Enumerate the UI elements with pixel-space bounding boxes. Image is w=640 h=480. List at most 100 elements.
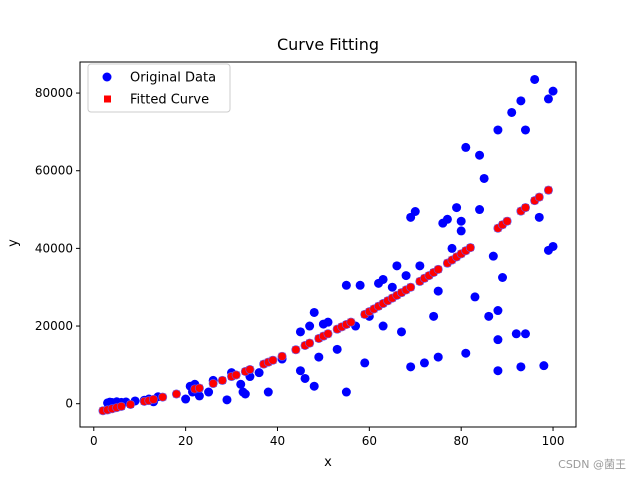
original-data-point xyxy=(520,125,530,135)
original-data-point xyxy=(305,321,315,331)
x-tick-label: 100 xyxy=(542,434,565,448)
fitted-curve-point-outline xyxy=(277,351,287,361)
axes: 0 20 40 60 80 100 0 20000 40000 60000 80000 xyxy=(35,61,577,448)
original-data-point xyxy=(498,273,508,283)
original-data-point xyxy=(452,203,462,213)
original-data-point xyxy=(433,352,443,362)
fitted-curve-point-outline xyxy=(217,375,227,385)
original-data-point xyxy=(387,282,397,292)
original-data-point xyxy=(396,327,406,337)
original-data-point xyxy=(378,274,388,284)
original-data-point xyxy=(360,358,370,368)
original-data-point xyxy=(507,107,517,117)
fitted-curve-point-outline xyxy=(126,399,136,409)
original-data-point xyxy=(222,395,232,405)
original-data-point xyxy=(254,368,264,378)
fitted-curve-point-outline xyxy=(520,203,530,213)
original-data-point xyxy=(323,317,333,327)
original-data-point xyxy=(484,311,494,321)
original-data-point xyxy=(410,206,420,216)
legend-marker-square xyxy=(104,95,111,103)
original-data-point xyxy=(456,226,466,236)
fitted-curve-point-outline xyxy=(323,329,333,339)
fitted-curve-point-outline xyxy=(346,317,356,327)
original-data-point xyxy=(456,216,466,226)
original-data-point xyxy=(429,311,439,321)
original-data-point xyxy=(475,205,485,215)
original-data-point xyxy=(401,271,411,281)
original-data-point xyxy=(181,394,191,404)
plot-area xyxy=(80,62,576,427)
x-tick-label: 60 xyxy=(362,434,377,448)
fitted-curve-point-outline xyxy=(208,379,218,389)
original-data-point xyxy=(447,243,457,253)
original-data-point xyxy=(406,362,416,372)
original-data-point xyxy=(415,261,425,271)
original-data-point xyxy=(534,212,544,222)
x-tick-label: 0 xyxy=(90,434,98,448)
y-tick-label: 40000 xyxy=(35,241,73,255)
fitted-curve-point-outline xyxy=(502,216,512,226)
original-data-point xyxy=(433,286,443,296)
original-data-point xyxy=(530,74,540,84)
fitted-curve-point-outline xyxy=(194,383,204,393)
fitted-curve-point-outline xyxy=(148,394,158,404)
original-data-point xyxy=(548,86,558,96)
plot-frame xyxy=(79,61,577,428)
fitted-curve-point-outline xyxy=(465,243,475,253)
x-tick-label: 40 xyxy=(270,434,285,448)
original-data-point xyxy=(341,280,351,290)
original-data-point xyxy=(332,344,342,354)
original-data-point xyxy=(300,373,310,383)
original-data-point xyxy=(516,96,526,106)
fitted-curve-point-outline xyxy=(305,338,315,348)
original-data-point xyxy=(309,307,319,317)
original-data-point xyxy=(194,391,204,401)
watermark: CSDN @菌王 xyxy=(558,458,626,471)
original-data-point xyxy=(314,352,324,362)
original-data-point xyxy=(543,94,553,104)
original-data-point xyxy=(548,241,558,251)
plot-background xyxy=(80,62,576,427)
fitted-curve-point-outline xyxy=(245,365,255,375)
original-data-point xyxy=(493,306,503,316)
original-data-point xyxy=(419,358,429,368)
fitted-curve-point-outline xyxy=(268,355,278,365)
original-data-point xyxy=(493,366,503,376)
original-data-point xyxy=(355,280,365,290)
original-data-point xyxy=(511,329,521,339)
original-data-point xyxy=(520,329,530,339)
fitted-curve-point-outline xyxy=(158,392,168,402)
original-data-point xyxy=(479,173,489,183)
y-tick-label: 80000 xyxy=(35,86,73,100)
original-data-point xyxy=(475,150,485,160)
y-tick-label: 60000 xyxy=(35,164,73,178)
fitted-curve-point-outline xyxy=(433,264,443,274)
original-data-point xyxy=(493,335,503,345)
original-data-point xyxy=(263,387,273,397)
original-data-point xyxy=(516,362,526,372)
original-data-point xyxy=(539,361,549,371)
original-data-point xyxy=(341,387,351,397)
fitted-curve-point-outline xyxy=(543,185,553,195)
fitted-curve-point-outline xyxy=(534,192,544,202)
original-data-point xyxy=(488,251,498,261)
fitted-curve-point-outline xyxy=(231,370,241,380)
legend-label: Fitted Curve xyxy=(130,93,209,108)
legend-box xyxy=(87,63,231,113)
x-axis-label: x xyxy=(324,455,332,470)
y-tick-label: 20000 xyxy=(35,319,73,333)
original-data-point xyxy=(470,292,480,302)
original-data-point xyxy=(461,142,471,152)
original-data-point xyxy=(493,125,503,135)
y-tick-label: 0 xyxy=(65,397,73,411)
original-data-point xyxy=(392,261,402,271)
original-data-point xyxy=(240,389,250,399)
original-data-point xyxy=(295,327,305,337)
original-data-point xyxy=(309,381,319,391)
original-data-point xyxy=(442,214,452,224)
data-points xyxy=(98,74,558,416)
original-data-point xyxy=(236,379,246,389)
fitted-curve-point-outline xyxy=(116,401,126,411)
